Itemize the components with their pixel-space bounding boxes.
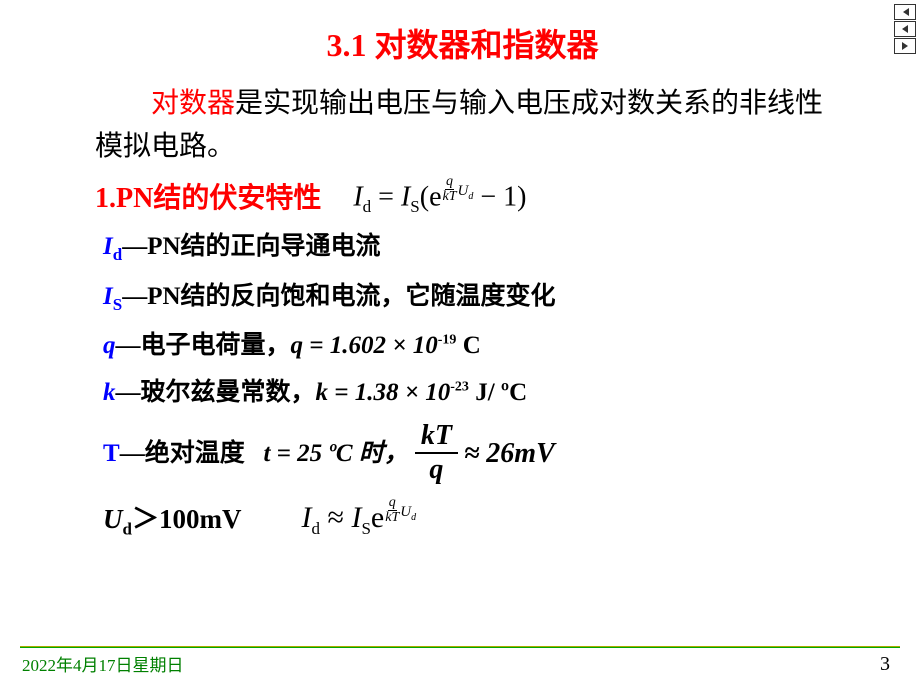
slide-title: 3.1 对数器和指数器	[95, 20, 830, 66]
nav-prev-icon[interactable]	[894, 21, 916, 37]
footer-divider	[20, 646, 900, 648]
def-Id: Id—PN结的正向导通电流	[103, 229, 830, 267]
nav-icon-group	[894, 4, 916, 54]
condition-line: Ud＞100mV Id ≈ ISeqkTUd	[95, 496, 830, 539]
footer-page-number: 3	[880, 653, 890, 676]
def-q: q—电子电荷量，q = 1.602 × 10-19 C	[103, 328, 830, 363]
def-Is: IS—PN结的反向饱和电流，它随温度变化	[103, 279, 830, 317]
definition-list: Id—PN结的正向导通电流 IS—PN结的反向饱和电流，它随温度变化 q—电子电…	[95, 229, 830, 485]
fraction-kT-q: kT q	[415, 422, 458, 484]
footer-date: 2022年4月17日星期日	[22, 651, 184, 676]
def-k: k—玻尔兹曼常数，k = 1.38 × 10-23 J/ ºC	[103, 375, 830, 410]
section-line: 1.PN结的伏安特性 Id = IS(eqkTUd − 1)	[95, 175, 830, 217]
nav-next-icon[interactable]	[894, 38, 916, 54]
intro-paragraph: 对数器是实现输出电压与输入电压成对数关系的非线性模拟电路。	[95, 82, 830, 169]
intro-keyword: 对数器	[151, 88, 235, 119]
section-heading: 1.PN结的伏安特性	[95, 176, 321, 216]
nav-first-icon[interactable]	[894, 4, 916, 20]
formula-approx: Id ≈ ISeqkTUd	[301, 496, 416, 539]
formula-iv: Id = IS(eqkTUd − 1)	[353, 175, 526, 217]
slide-content: 3.1 对数器和指数器 对数器是实现输出电压与输入电压成对数关系的非线性模拟电路…	[0, 0, 920, 539]
def-T: T—绝对温度 t = 25 ºC 时， kT q ≈ 26mV	[103, 422, 830, 484]
